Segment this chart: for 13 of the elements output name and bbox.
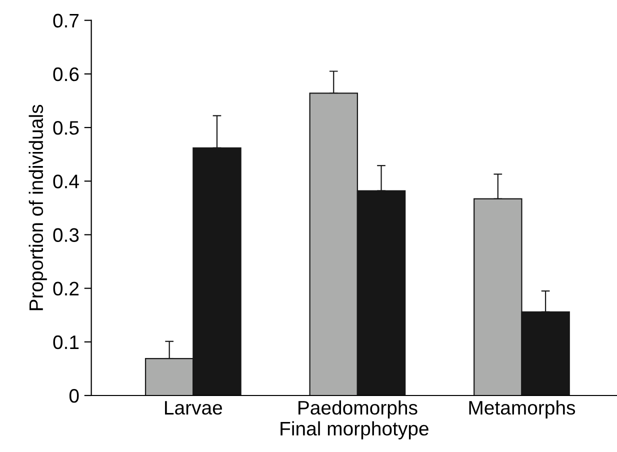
y-tick-label: 0.1 [53,335,79,350]
y-tick-label: 0.4 [53,174,79,188]
x-tick-label: Metamorphs [469,400,576,418]
x-tick-label: Larvae [165,401,222,415]
y-tick-label: 0.5 [53,120,79,135]
y-tick-label: 0.2 [53,282,79,296]
y-tick-label: 0 [69,388,79,403]
x-axis-title: Final morphotype [280,421,428,440]
y-tick-label: 0.7 [53,14,79,28]
y-tick-label: 0.3 [53,228,79,242]
y-tick-label: 0.6 [53,67,79,82]
x-tick-label: Paedomorphs [298,400,418,418]
y-axis-title: Proportion of individuals [28,104,47,310]
